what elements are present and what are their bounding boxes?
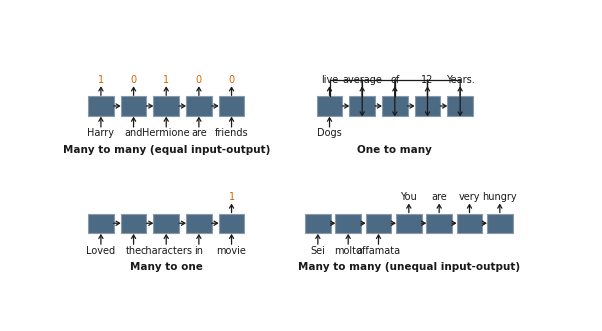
Text: Many to many (unequal input-output): Many to many (unequal input-output) [298, 262, 520, 272]
Text: 1: 1 [98, 75, 104, 85]
Text: hungry: hungry [482, 192, 517, 202]
Text: are: are [191, 128, 206, 138]
Text: molto: molto [334, 246, 362, 256]
Bar [88, 214, 114, 233]
Bar [305, 214, 330, 233]
Bar [415, 96, 440, 116]
Text: Many to one: Many to one [130, 262, 203, 272]
Text: affamata: affamata [356, 246, 400, 256]
Text: movie: movie [217, 246, 246, 256]
Text: Loved: Loved [86, 246, 116, 256]
Text: are: are [431, 192, 447, 202]
Bar [317, 96, 343, 116]
Bar [154, 96, 179, 116]
Text: 0: 0 [196, 75, 202, 85]
Text: 0: 0 [131, 75, 137, 85]
Text: very: very [459, 192, 480, 202]
Text: You: You [400, 192, 417, 202]
Bar [426, 214, 452, 233]
Text: 1: 1 [229, 192, 235, 202]
Text: in: in [194, 246, 203, 256]
Text: 12: 12 [421, 75, 433, 85]
Text: live: live [321, 75, 338, 85]
Text: 1: 1 [163, 75, 169, 85]
Bar [349, 96, 375, 116]
Bar [186, 214, 212, 233]
Text: Hermione: Hermione [143, 128, 190, 138]
Text: and: and [125, 128, 143, 138]
Text: the: the [125, 246, 141, 256]
Bar [121, 96, 146, 116]
Text: 0: 0 [229, 75, 235, 85]
Bar [382, 96, 408, 116]
Bar [121, 214, 146, 233]
Bar [335, 214, 361, 233]
Text: Many to many (equal input-output): Many to many (equal input-output) [63, 145, 270, 155]
Bar [396, 214, 421, 233]
Text: Sei: Sei [311, 246, 325, 256]
Bar [154, 214, 179, 233]
Text: characters: characters [140, 246, 192, 256]
Text: friends: friends [215, 128, 249, 138]
Bar [487, 214, 513, 233]
Text: of: of [390, 75, 400, 85]
Text: average: average [343, 75, 382, 85]
Bar [447, 96, 473, 116]
Bar [219, 214, 244, 233]
Bar [457, 214, 482, 233]
Bar [365, 214, 391, 233]
Text: Dogs: Dogs [317, 128, 342, 138]
Text: Harry: Harry [87, 128, 114, 138]
Text: One to many: One to many [358, 145, 432, 155]
Bar [219, 96, 244, 116]
Bar [186, 96, 212, 116]
Bar [88, 96, 114, 116]
Text: Years.: Years. [445, 75, 474, 85]
